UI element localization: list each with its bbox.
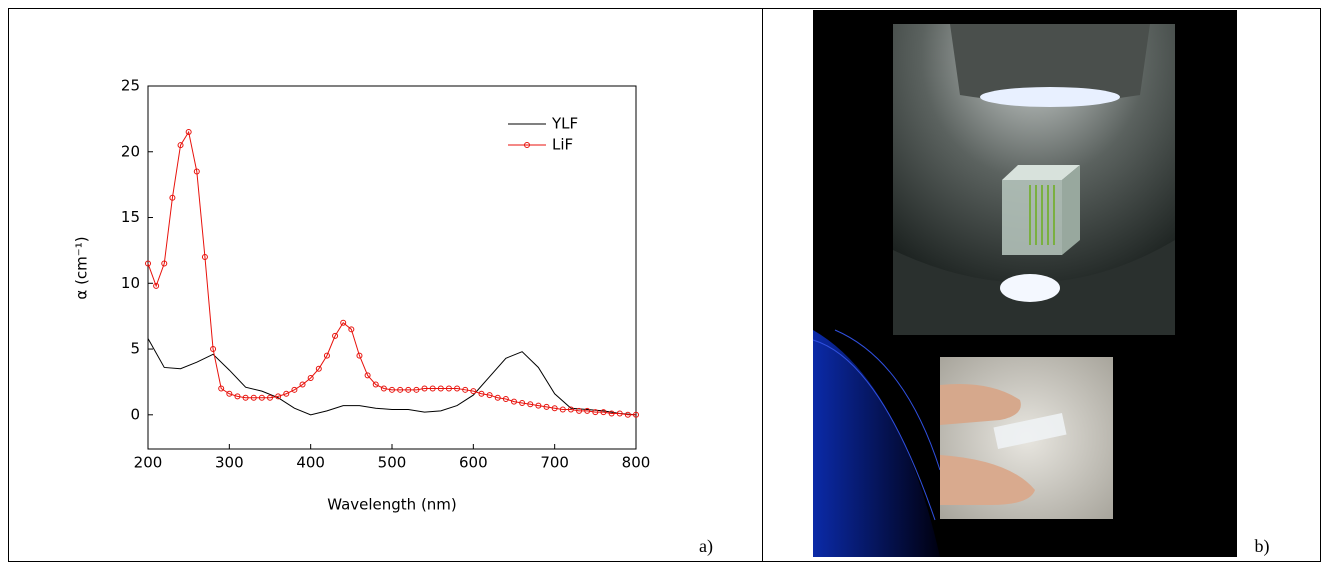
x-tick-label: 600	[459, 454, 488, 472]
data-point	[283, 390, 290, 397]
y-tick-label: 15	[121, 208, 140, 226]
data-point	[323, 352, 330, 359]
data-point	[519, 399, 526, 406]
data-point	[250, 394, 257, 401]
data-point	[397, 386, 404, 393]
data-point	[600, 409, 607, 416]
panel-label: b)	[1255, 536, 1270, 557]
data-point	[201, 253, 208, 260]
x-tick-label: 300	[215, 454, 244, 472]
data-point	[462, 386, 469, 393]
data-point	[421, 385, 428, 392]
data-point	[527, 401, 534, 408]
data-point	[210, 346, 217, 353]
legend-label: YLF	[551, 115, 578, 133]
y-tick-label: 0	[130, 405, 140, 423]
data-point	[624, 411, 631, 418]
x-tick-label: 400	[296, 454, 325, 472]
data-point	[389, 386, 395, 393]
x-tick-label: 700	[540, 454, 569, 472]
data-point	[445, 385, 452, 392]
data-point	[437, 385, 444, 392]
data-point	[429, 385, 436, 392]
data-point	[559, 406, 566, 413]
data-point	[633, 411, 639, 418]
data-point	[356, 352, 363, 359]
y-tick-label: 25	[121, 77, 140, 95]
x-tick-label: 200	[134, 454, 163, 472]
data-point	[413, 386, 420, 393]
data-point	[551, 405, 558, 412]
data-point	[185, 129, 192, 136]
data-point	[332, 332, 339, 339]
y-tick-label: 20	[121, 142, 140, 160]
data-point	[299, 381, 306, 388]
data-point	[340, 319, 347, 326]
data-point	[405, 386, 412, 393]
data-point	[315, 365, 322, 372]
data-point	[161, 260, 168, 267]
panel-label: a)	[699, 536, 713, 557]
data-point	[348, 326, 355, 333]
data-point	[372, 381, 379, 388]
data-point	[543, 403, 550, 410]
y-axis-label: α (cm⁻¹)	[73, 236, 91, 299]
data-point	[380, 385, 387, 392]
data-point	[242, 394, 249, 401]
y-tick-label: 10	[121, 274, 140, 292]
photo-panel	[812, 10, 1237, 557]
x-tick-label: 800	[622, 454, 651, 472]
data-point	[169, 194, 176, 201]
y-tick-label: 5	[130, 340, 140, 358]
data-point	[275, 393, 282, 400]
data-point	[511, 398, 517, 405]
data-point	[307, 374, 314, 381]
data-point	[494, 394, 501, 401]
series-line	[147, 338, 637, 416]
data-point	[616, 410, 623, 417]
data-point	[177, 142, 184, 149]
data-point	[291, 386, 298, 393]
data-point	[478, 390, 485, 397]
legend-label: LiF	[552, 136, 573, 154]
series-line	[147, 130, 636, 416]
x-tick-label: 500	[378, 454, 407, 472]
data-point	[470, 388, 477, 395]
x-axis-label: Wavelength (nm)	[327, 496, 457, 514]
data-point	[218, 385, 225, 392]
data-point	[535, 402, 542, 409]
data-point	[454, 385, 461, 392]
data-point	[193, 168, 200, 175]
data-point	[234, 393, 241, 400]
data-point	[267, 394, 273, 401]
data-point	[576, 407, 583, 414]
data-point	[153, 282, 160, 289]
data-point	[592, 409, 599, 416]
data-point	[584, 407, 591, 414]
data-point	[486, 392, 493, 399]
data-point	[364, 372, 371, 379]
data-point	[608, 410, 615, 417]
data-point	[502, 396, 509, 403]
data-point	[145, 260, 151, 267]
outer-border	[8, 8, 1321, 562]
data-point	[567, 406, 574, 413]
data-point	[226, 390, 233, 397]
data-point	[258, 394, 265, 401]
legend-marker	[524, 142, 530, 148]
